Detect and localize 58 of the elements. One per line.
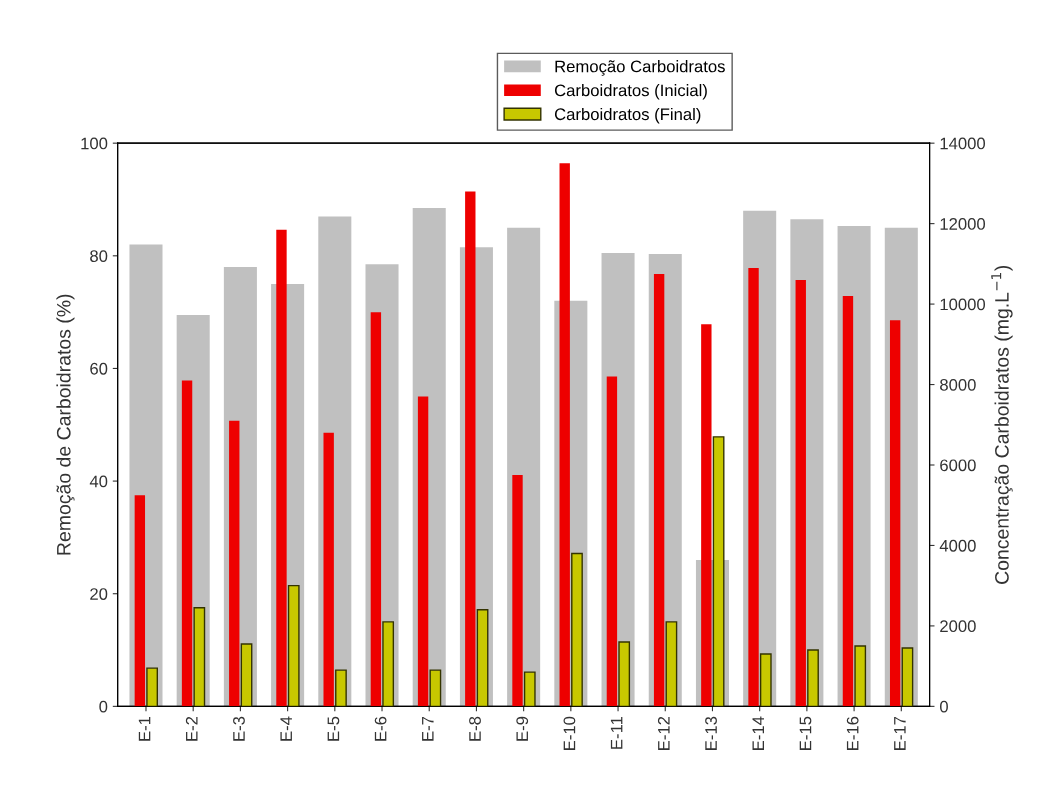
- x-tick-label: E-1: [138, 716, 151, 741]
- bar: [476, 609, 489, 707]
- bar: [335, 669, 347, 707]
- y-tick-label: 60: [90, 362, 108, 375]
- x-tick-label: E-11: [610, 716, 623, 749]
- bar: [229, 420, 240, 707]
- bar: [606, 376, 618, 707]
- x-tick-label: E-12: [657, 716, 670, 750]
- bar: [854, 645, 867, 707]
- x-tick-label: E-10: [563, 716, 576, 750]
- y-tick-label: 40: [89, 475, 108, 488]
- y-axis-title: Remoção de Carboidratos (%): [56, 294, 75, 555]
- bar: [287, 584, 300, 707]
- x-tick-label: E-5: [327, 716, 340, 741]
- y2-tick-label: 8000: [940, 378, 976, 391]
- legend-label: Carboidratos (Final): [554, 107, 701, 124]
- bar: [382, 621, 395, 707]
- bar: [759, 653, 772, 707]
- legend-label: Carboidratos (Inicial): [554, 84, 707, 100]
- bar: [323, 432, 334, 707]
- y2-tick-label: 12000: [940, 218, 986, 230]
- x-tick-label: E-7: [422, 716, 434, 741]
- x-tick-label: E-8: [469, 716, 481, 741]
- y-tick-label: 80: [90, 250, 108, 263]
- x-tick-label: E-2: [185, 716, 198, 741]
- y2-tick-label: 10000: [940, 298, 986, 311]
- y2-tick-label: 0: [939, 700, 948, 713]
- y2-tick-label: 4000: [939, 539, 976, 552]
- bar: [417, 396, 429, 707]
- bar: [807, 649, 819, 707]
- x-tick-label: E-13: [705, 716, 717, 750]
- x-tick-label: E-14: [752, 716, 764, 750]
- y2-tick-label: 6000: [940, 459, 976, 472]
- bar: [134, 495, 146, 707]
- y2-tick-label: 14000: [940, 137, 986, 150]
- bar: [523, 671, 536, 707]
- bar: [146, 667, 159, 707]
- x-tick-label: E-16: [846, 716, 859, 750]
- y-tick-label: 0: [99, 700, 108, 713]
- bar: [512, 475, 523, 707]
- y2-axis-title: Concentração Carboidratos (mg.L$^{−1}$): [991, 265, 1013, 584]
- y-tick-label: 100: [81, 137, 108, 150]
- x-tick-label: E-15: [799, 716, 812, 750]
- bar: [571, 552, 583, 707]
- x-tick-label: E-6: [374, 716, 387, 741]
- x-tick-label: E-4: [280, 716, 292, 741]
- x-tick-label: E-9: [516, 716, 529, 741]
- bar: [240, 643, 253, 707]
- bar: [193, 607, 206, 707]
- x-tick-label: E-17: [894, 716, 906, 750]
- legend-label: Remoção Carboidratos: [555, 60, 725, 76]
- y-tick-label: 20: [90, 588, 108, 600]
- bar: [429, 669, 442, 707]
- y2-tick-label: 2000: [940, 620, 976, 633]
- bar: [665, 621, 678, 707]
- bar: [901, 647, 914, 707]
- bar: [618, 641, 631, 707]
- x-tick-label: E-3: [233, 716, 245, 741]
